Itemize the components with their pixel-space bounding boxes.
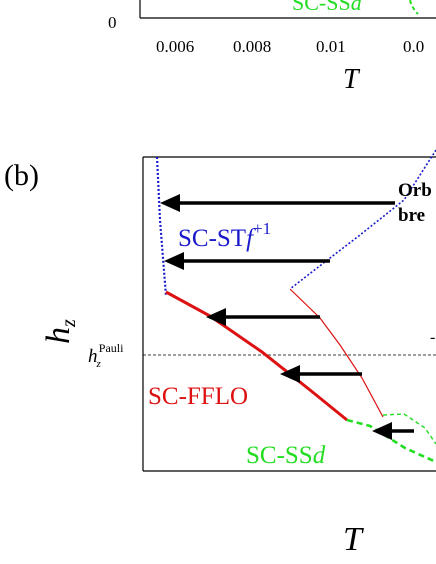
fflo-boundary-thin	[289, 288, 384, 418]
annotation-right-partial: -	[430, 329, 435, 346]
top-x-tick-2: 0.008	[233, 37, 271, 56]
arrows	[160, 194, 414, 440]
region-label-ssd: SC-SSd	[246, 442, 326, 469]
annotation-line-1: Orb	[398, 180, 432, 201]
y-axis-label: hz	[40, 319, 80, 344]
top-x-label: T	[343, 64, 361, 95]
arrow-head-1	[160, 194, 180, 212]
top-partial-ssd-curve	[409, 0, 419, 15]
bottom-panel: (b) hz hzPauli	[4, 149, 436, 558]
arrow-head-4	[280, 365, 300, 383]
top-y-tick-zero: 0	[108, 13, 117, 32]
ssd-boundary-thin	[382, 413, 436, 445]
top-x-tick-3: 0.01	[316, 37, 346, 56]
fflo-boundary-thick	[165, 290, 348, 422]
arrow-head-3	[206, 308, 226, 326]
arrow-head-5	[372, 422, 392, 440]
top-x-tick-4: 0.0	[403, 37, 424, 56]
region-label-stf: SC-STf+1	[178, 219, 271, 252]
annotation-line-2: bre	[398, 205, 425, 226]
region-label-fflo: SC-FFLO	[148, 383, 248, 410]
stf-boundary-left	[155, 156, 168, 297]
panel-label-b: (b)	[4, 159, 39, 192]
top-x-tick-1: 0.006	[156, 37, 194, 56]
arrow-head-2	[164, 252, 184, 270]
top-panel: 0 0.006 0.008 0.01 0.0 T SC-SSd	[108, 0, 436, 95]
pauli-label: hzPauli	[88, 341, 124, 370]
top-partial-ssd-label: SC-SSd	[292, 0, 363, 15]
x-axis-label: T	[343, 521, 364, 558]
